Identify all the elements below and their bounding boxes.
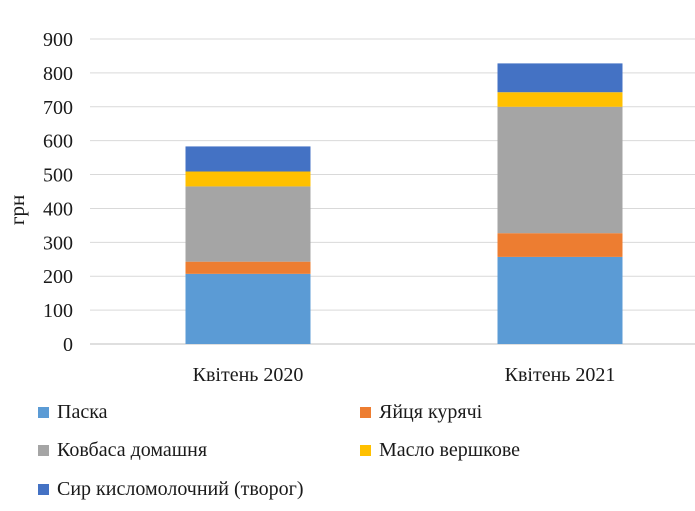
y-tick-label: 200 xyxy=(43,266,73,288)
y-tick-label: 300 xyxy=(43,232,73,254)
bar-segment xyxy=(185,261,311,274)
bar-segment xyxy=(185,146,311,172)
y-tick-label: 600 xyxy=(43,131,73,153)
y-tick-label: 700 xyxy=(43,97,73,119)
y-tick-label: 400 xyxy=(43,198,73,220)
bar-segment xyxy=(185,171,311,187)
y-tick-label: 500 xyxy=(43,165,73,187)
bar-segment xyxy=(185,273,311,344)
y-axis-label: грн xyxy=(5,195,29,225)
bar-segment xyxy=(497,256,623,344)
x-tick-label: Квітень 2021 xyxy=(505,364,616,386)
y-tick-label: 900 xyxy=(43,29,73,51)
bar-segment xyxy=(497,106,623,234)
x-tick-label: Квітень 2020 xyxy=(193,364,304,386)
x-axis-labels: Квітень 2020 Квітень 2021 xyxy=(193,364,616,386)
y-tick-label: 100 xyxy=(43,300,73,322)
y-tick-label: 800 xyxy=(43,63,73,85)
bar-segment xyxy=(497,233,623,257)
y-tick-label: 0 xyxy=(63,334,73,356)
bar-segment xyxy=(497,92,623,107)
y-axis-ticks: 0 100 200 300 400 500 600 700 800 900 xyxy=(43,29,73,356)
bar-segment xyxy=(185,186,311,262)
bar-segment xyxy=(497,63,623,93)
bars xyxy=(185,63,623,344)
